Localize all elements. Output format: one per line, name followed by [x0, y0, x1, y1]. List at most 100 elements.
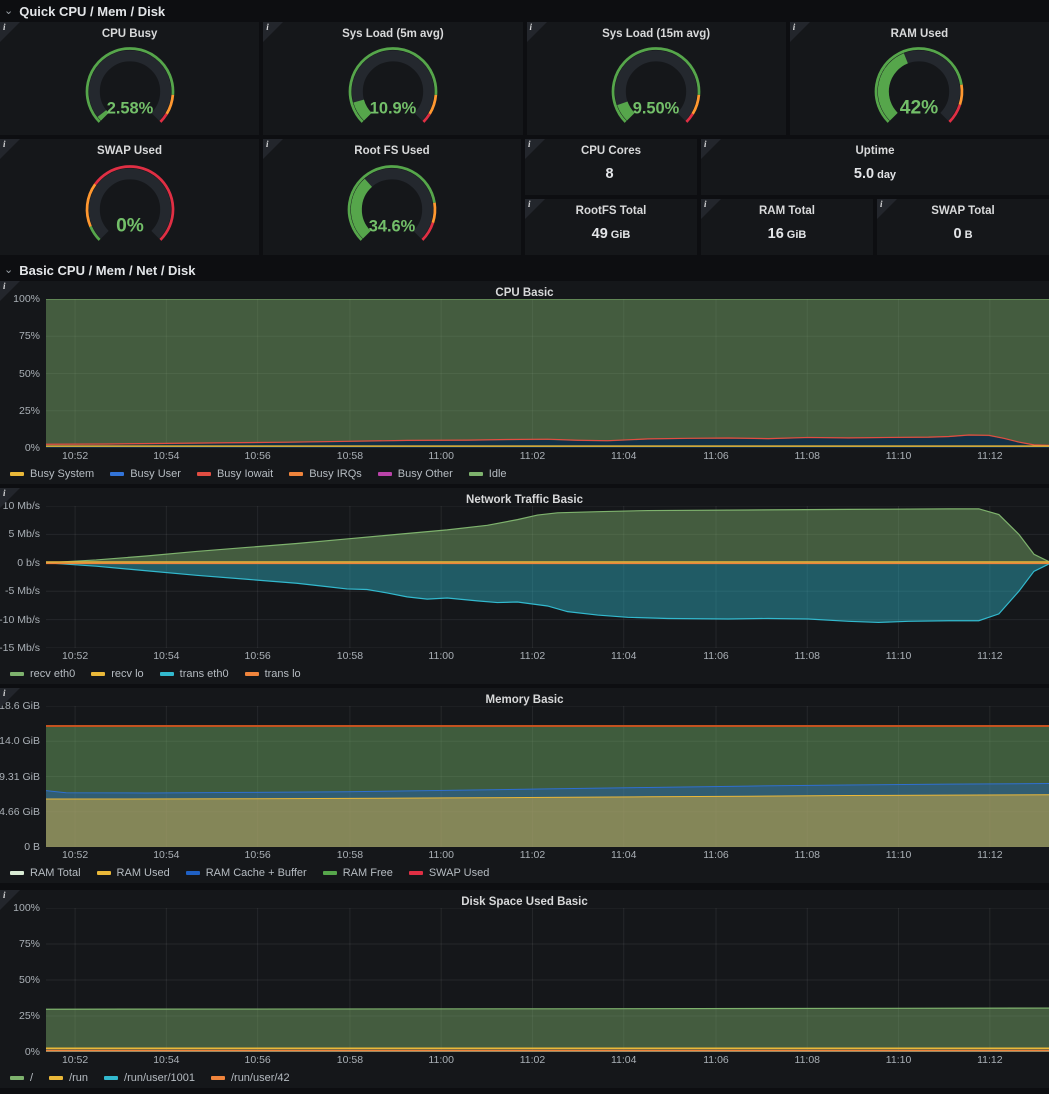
- info-i-glyph: i: [3, 890, 6, 900]
- legend-item[interactable]: RAM Cache + Buffer: [185, 867, 307, 879]
- info-i-glyph: i: [3, 22, 6, 32]
- legend-label: /run/user/1001: [124, 1072, 195, 1084]
- y-tick-label: 50%: [18, 974, 40, 986]
- panel-info-icon[interactable]: i: [0, 890, 20, 910]
- legend-swatch: [91, 672, 106, 676]
- info-i-glyph: i: [528, 139, 531, 149]
- panel-info-icon[interactable]: i: [525, 199, 545, 219]
- panel-ram-used: i RAM Used 42%: [789, 22, 1049, 135]
- x-tick-label: 10:54: [153, 849, 180, 861]
- panel-info-icon[interactable]: i: [0, 22, 20, 42]
- legend-item[interactable]: trans lo: [244, 668, 301, 680]
- panel-title-memory-basic[interactable]: Memory Basic: [485, 694, 564, 706]
- panel-info-icon[interactable]: i: [526, 22, 547, 42]
- panel-title-uptime[interactable]: Uptime: [855, 145, 895, 157]
- x-tick-label: 11:12: [977, 650, 1003, 662]
- panel-info-icon[interactable]: i: [789, 22, 810, 42]
- legend-swatch: [10, 1076, 24, 1080]
- chart-canvas[interactable]: [46, 299, 1049, 448]
- panel-info-icon[interactable]: i: [877, 199, 897, 219]
- panel-info-icon[interactable]: i: [0, 281, 20, 301]
- sys-load-15m-gauge: 9.50%: [527, 40, 786, 131]
- x-tick-label: 11:12: [977, 849, 1003, 861]
- legend-swatch: [244, 672, 259, 676]
- chevron-down-icon: ⌄: [4, 5, 14, 17]
- panel-title-swap-used[interactable]: SWAP Used: [97, 145, 162, 157]
- disk-space-plot[interactable]: [46, 908, 1049, 1052]
- legend-item[interactable]: /run/user/1001: [104, 1072, 195, 1084]
- cpu-busy-gauge: 2.58%: [0, 40, 259, 131]
- legend-item[interactable]: Busy IRQs: [289, 468, 362, 480]
- panel-title-cpu-busy[interactable]: CPU Busy: [101, 28, 158, 40]
- panel-title-disk-space[interactable]: Disk Space Used Basic: [461, 896, 588, 908]
- panel-title-cpu-cores[interactable]: CPU Cores: [580, 145, 642, 157]
- panel-info-icon[interactable]: i: [701, 139, 721, 159]
- legend-label: Idle: [488, 468, 507, 480]
- legend-item[interactable]: SWAP Used: [408, 867, 489, 879]
- panel-title-sys-load-5m[interactable]: Sys Load (5m avg): [342, 28, 444, 40]
- panel-info-icon[interactable]: i: [701, 199, 721, 219]
- section-row-quick[interactable]: ⌄ Quick CPU / Mem / Disk: [0, 0, 1049, 22]
- network-traffic-plot[interactable]: [46, 506, 1049, 648]
- panel-title-sys-load-15m[interactable]: Sys Load (15m avg): [602, 28, 711, 40]
- legend-label: RAM Cache + Buffer: [205, 867, 307, 879]
- legend-item[interactable]: trans eth0: [159, 668, 229, 680]
- legend-item[interactable]: RAM Used: [96, 867, 170, 879]
- legend-item[interactable]: Idle: [468, 468, 507, 480]
- legend-item[interactable]: recv eth0: [10, 668, 75, 680]
- panel-title-swap-total[interactable]: SWAP Total: [931, 205, 995, 217]
- legend-item[interactable]: Busy Iowait: [196, 468, 274, 480]
- legend-label: Busy IRQs: [309, 468, 362, 480]
- legend-swatch: [322, 871, 337, 875]
- legend-swatch: [289, 472, 304, 476]
- legend-item[interactable]: Busy User: [110, 468, 181, 480]
- panel-info-icon[interactable]: i: [0, 139, 20, 159]
- panel-cpu-cores: i CPU Cores 8: [525, 139, 697, 195]
- legend-item[interactable]: /: [10, 1072, 33, 1084]
- legend-item[interactable]: RAM Total: [10, 867, 81, 879]
- panel-title-root-fs-used[interactable]: Root FS Used: [354, 145, 430, 157]
- panel-info-icon[interactable]: i: [0, 488, 20, 508]
- x-tick-label: 11:04: [610, 450, 637, 462]
- stat-number: 8: [605, 166, 614, 182]
- panel-title-cpu-basic[interactable]: CPU Basic: [495, 287, 554, 299]
- memory-basic-plot[interactable]: [46, 706, 1049, 847]
- legend-item[interactable]: recv lo: [91, 668, 144, 680]
- legend-item[interactable]: Busy System: [10, 468, 94, 480]
- panel-info-icon[interactable]: i: [263, 22, 284, 42]
- info-i-glyph: i: [266, 139, 269, 149]
- chart-canvas[interactable]: [46, 908, 1049, 1052]
- x-tick-label: 10:54: [153, 1054, 180, 1066]
- x-tick-label: 11:10: [885, 450, 912, 462]
- legend-label: Busy Iowait: [216, 468, 274, 480]
- panel-info-icon[interactable]: i: [525, 139, 545, 159]
- legend-item[interactable]: /run: [49, 1072, 88, 1084]
- panel-title-network-traffic[interactable]: Network Traffic Basic: [466, 494, 583, 506]
- x-tick-label: 11:12: [977, 1054, 1003, 1066]
- y-tick-label: 9.31 GiB: [0, 770, 40, 783]
- y-tick-label: 25%: [18, 1010, 40, 1022]
- chart-canvas[interactable]: [46, 706, 1049, 847]
- x-tick-label: 10:58: [336, 849, 364, 861]
- svg-text:34.6%: 34.6%: [369, 217, 416, 235]
- panel-cpu-busy: i CPU Busy 2.58%: [0, 22, 260, 135]
- panel-info-icon[interactable]: i: [263, 139, 283, 159]
- legend-item[interactable]: RAM Free: [322, 867, 393, 879]
- x-tick-label: 11:04: [610, 1054, 637, 1066]
- legend-label: Busy System: [30, 468, 95, 480]
- section-row-basic[interactable]: ⌄ Basic CPU / Mem / Net / Disk: [0, 259, 1049, 281]
- panel-title-rootfs-total[interactable]: RootFS Total: [575, 205, 647, 217]
- x-tick-label: 11:10: [885, 1054, 912, 1066]
- panel-info-icon[interactable]: i: [0, 688, 20, 708]
- cpu-basic-plot[interactable]: [46, 299, 1049, 448]
- panel-title-ram-used[interactable]: RAM Used: [890, 28, 949, 40]
- sys-load-5m-gauge: 10.9%: [263, 40, 522, 131]
- x-axis: 10:52 10:54 10:56 10:58 11:00 11:02 11:04 11:06…: [46, 1052, 1049, 1068]
- legend-item[interactable]: Busy Other: [377, 468, 453, 480]
- panel-title-ram-total[interactable]: RAM Total: [758, 205, 815, 217]
- legend-item[interactable]: /run/user/42: [210, 1072, 290, 1084]
- chart-canvas[interactable]: [46, 506, 1049, 648]
- panel-cpu-basic: i CPU Basic 100% 75% 50% 25% 0% 10:52 10:54 10…: [0, 281, 1049, 484]
- chart-body: 18.6 GiB 14.0 GiB 9.31 GiB 4.66 GiB 0 B: [0, 700, 1049, 853]
